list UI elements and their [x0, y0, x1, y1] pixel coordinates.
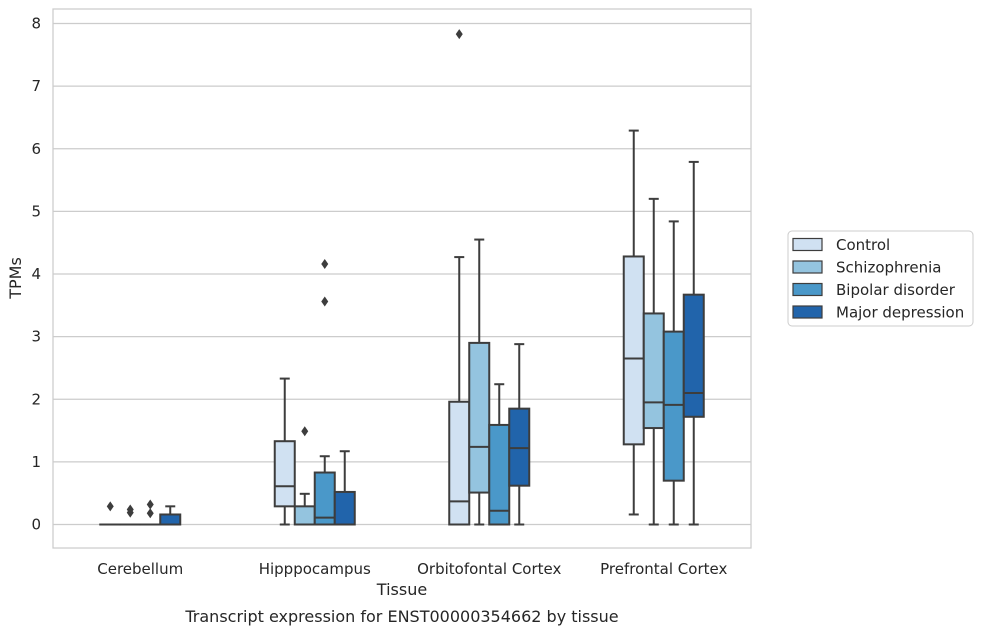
y-tick-label: 5	[31, 202, 41, 220]
legend-label: Bipolar disorder	[836, 281, 956, 299]
x-tick-label: Hipppocampus	[259, 560, 371, 578]
x-axis-ticks: Cerebellum Hipppocampus Orbitofontal Corte…	[97, 560, 727, 578]
legend-swatch	[792, 282, 823, 297]
box-body	[622, 255, 645, 446]
outlier-point	[455, 29, 463, 40]
box-0-1	[119, 504, 142, 526]
x-tick-label: Cerebellum	[97, 560, 183, 578]
outlier-point	[321, 258, 329, 269]
x-tick-label: Orbitofontal Cortex	[417, 560, 561, 578]
y-tick-label: 6	[31, 140, 41, 158]
outlier-point	[146, 508, 154, 519]
box-0-3	[159, 505, 182, 526]
outlier-point	[301, 426, 309, 437]
box-body	[293, 505, 316, 526]
y-tick-label: 8	[31, 15, 41, 33]
legend-label: Major depression	[836, 304, 964, 322]
box-1-2	[313, 258, 336, 526]
y-axis-label: TPMs	[6, 257, 25, 300]
box-1-0	[273, 377, 296, 526]
box-body	[333, 490, 356, 526]
box-1-3	[333, 450, 356, 526]
box-1-1	[293, 426, 316, 526]
legend-label: Control	[836, 236, 890, 254]
outlier-point	[146, 499, 154, 510]
box-0-2	[139, 499, 162, 526]
box-3-0	[622, 129, 645, 516]
legend-swatch	[792, 260, 823, 274]
box-body	[273, 440, 296, 508]
outlier-point	[126, 504, 134, 515]
legend-label: Schizophrenia	[836, 259, 941, 277]
chart-title: Transcript expression for ENST0000035466…	[184, 607, 618, 626]
y-tick-label: 1	[31, 453, 41, 471]
box-0-0	[99, 501, 122, 526]
legend-frame	[787, 230, 974, 327]
box-2-1	[468, 238, 491, 526]
y-tick-label: 4	[31, 265, 41, 283]
x-tick-label: Prefrontal Cortex	[600, 560, 727, 578]
box-body	[642, 312, 665, 430]
box-3-3	[682, 160, 705, 526]
x-axis-label: Tissue	[376, 580, 427, 599]
box-body	[488, 423, 511, 526]
outlier-point	[321, 296, 329, 307]
box-3-2	[662, 220, 685, 526]
box-plot-series	[99, 29, 705, 526]
y-tick-label: 3	[31, 328, 41, 346]
box-body	[448, 400, 471, 526]
y-tick-label: 0	[31, 516, 41, 534]
legend-swatch	[792, 237, 823, 252]
box-2-2	[488, 383, 511, 526]
box-3-1	[642, 197, 665, 526]
y-axis-ticks: 0 1 2 3 4 5 6 7 8	[31, 15, 41, 534]
y-tick-label: 2	[31, 390, 41, 408]
legend: Control Schizophrenia Bipolar disorder Majo…	[787, 230, 974, 327]
box-body	[682, 293, 705, 418]
box-body	[662, 330, 685, 482]
outlier-point	[106, 501, 114, 512]
box-2-3	[508, 343, 531, 526]
box-body	[468, 341, 491, 494]
y-tick-label: 7	[31, 77, 41, 95]
box-2-0	[448, 29, 471, 526]
box-body	[159, 513, 182, 526]
legend-swatch	[792, 305, 823, 319]
plot-frame	[52, 8, 752, 549]
gridlines	[53, 22, 751, 526]
